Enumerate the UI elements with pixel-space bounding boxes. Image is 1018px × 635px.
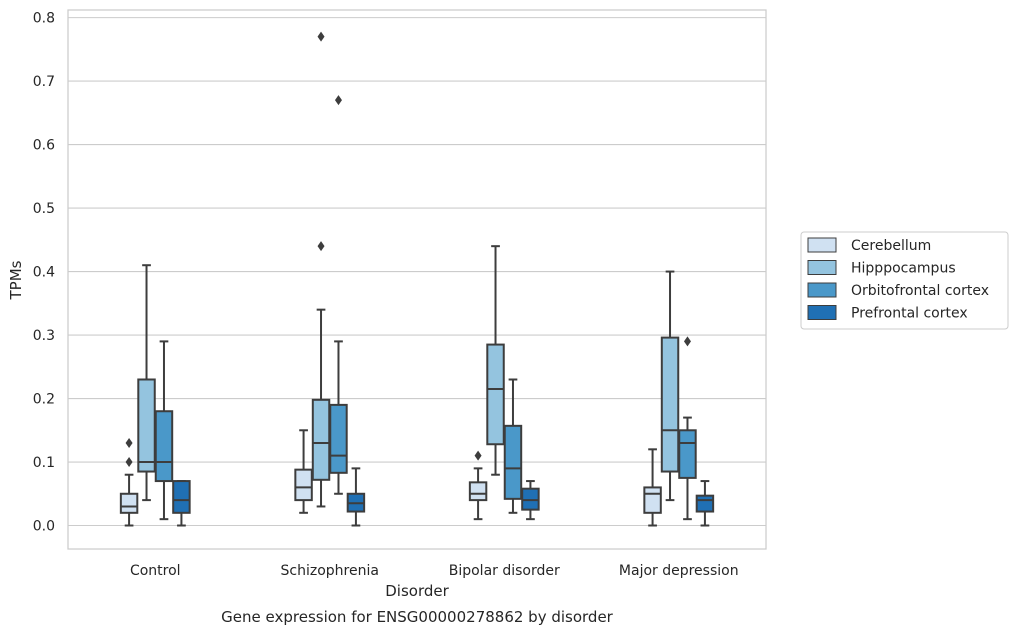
legend-swatch — [807, 305, 837, 320]
y-axis-label: TPMs — [7, 260, 25, 300]
legend-swatch — [807, 237, 837, 253]
legend-swatch — [807, 282, 837, 298]
legend-frame — [800, 231, 1009, 330]
box-body — [660, 336, 680, 473]
y-tick-label: 0.0 — [33, 519, 55, 535]
legend-label: Prefrontal cortex — [851, 306, 968, 322]
x-tick-label: Major depression — [619, 563, 739, 579]
gridlines — [68, 17, 766, 527]
box-body — [311, 398, 331, 481]
x-axis-ticks: Control Schizophrenia Bipolar disorder Majo… — [130, 563, 739, 579]
y-tick-label: 0.5 — [33, 201, 55, 217]
box-body — [172, 480, 191, 514]
box-3-0 — [172, 480, 191, 527]
box-body — [294, 468, 313, 502]
legend-swatch — [807, 260, 837, 275]
box-body — [678, 429, 697, 479]
outlier-point — [125, 437, 133, 448]
box-2-0 — [154, 340, 174, 521]
box-body — [119, 492, 139, 514]
legend-label: Cerebellum — [851, 238, 931, 254]
box-3-2 — [521, 480, 540, 521]
y-axis-ticks: 0.0 0.1 0.2 0.3 0.4 0.5 0.6 0.7 0.8 — [33, 11, 55, 535]
box-body — [643, 486, 662, 514]
box-1-0 — [137, 264, 156, 502]
figure-caption: Gene expression for ENSG00000278862 by d… — [221, 608, 614, 626]
box-0-0 — [119, 437, 139, 527]
y-tick-label: 0.7 — [33, 74, 55, 90]
box-0-3 — [643, 448, 662, 527]
box-body — [695, 494, 715, 513]
box-3-3 — [695, 480, 715, 527]
box-2-1 — [329, 95, 348, 495]
legend-label: Hipppocampus — [851, 261, 956, 277]
box-body — [468, 481, 488, 502]
box-2-2 — [503, 378, 523, 514]
x-axis-label: Disorder — [385, 582, 449, 600]
box-body — [329, 403, 348, 474]
box-1-1 — [311, 31, 331, 508]
outlier-point — [125, 457, 133, 468]
box-1-3 — [660, 270, 680, 502]
box-0-1 — [294, 429, 313, 514]
box-2-3 — [678, 336, 697, 521]
x-tick-label: Schizophrenia — [281, 563, 379, 579]
legend: Cerebellum Hipppocampus Orbitofrontal cort… — [800, 231, 1009, 330]
box-body — [503, 424, 523, 500]
y-tick-label: 0.8 — [33, 11, 55, 27]
box-body — [154, 410, 174, 483]
outlier-point — [317, 31, 325, 42]
y-tick-label: 0.6 — [33, 138, 55, 154]
box-1-2 — [486, 245, 505, 476]
box-body — [486, 343, 505, 446]
y-tick-label: 0.1 — [33, 455, 55, 471]
plot-frame — [67, 9, 767, 550]
outlier-point — [474, 450, 482, 461]
x-tick-label: Control — [130, 563, 181, 579]
y-tick-label: 0.2 — [33, 392, 55, 408]
box-body — [137, 378, 156, 473]
x-tick-label: Bipolar disorder — [449, 563, 560, 579]
outlier-point — [334, 95, 342, 106]
box-3-1 — [346, 467, 366, 527]
box-0-2 — [468, 450, 488, 521]
y-tick-label: 0.4 — [33, 265, 55, 281]
y-tick-label: 0.3 — [33, 328, 55, 344]
legend-label: Orbitofrontal cortex — [851, 283, 989, 299]
box-series — [119, 31, 715, 527]
outlier-point — [683, 336, 691, 347]
outlier-point — [317, 241, 325, 252]
